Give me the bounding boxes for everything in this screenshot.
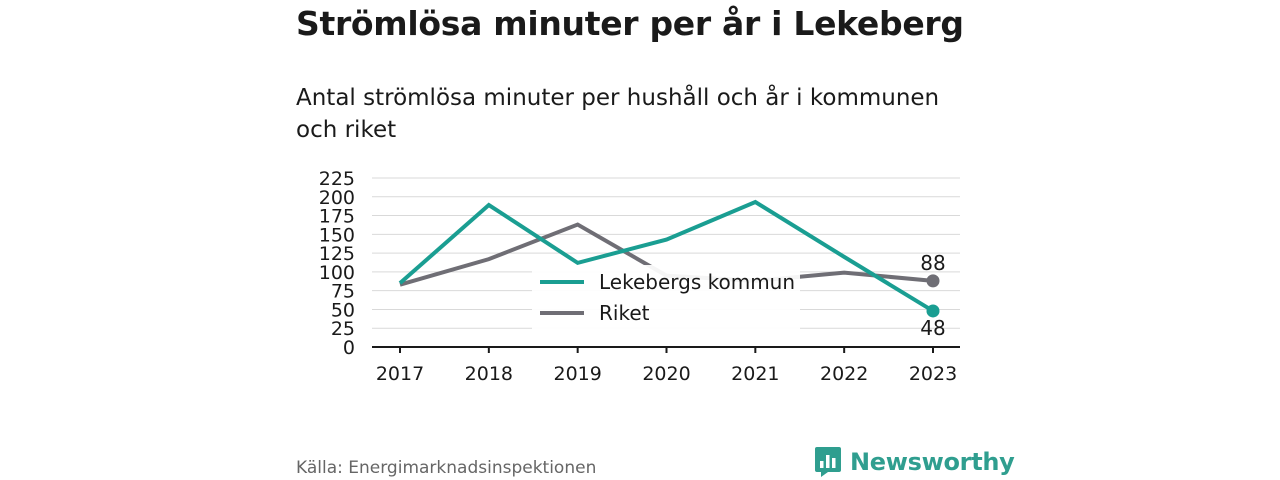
y-tick-label: 125 [319,243,355,265]
chart-subtitle: Antal strömlösa minuter per hushåll och … [296,85,940,143]
legend: Lekebergs kommun Riket [532,265,800,329]
series-line-lekebergs-kommun [398,199,935,313]
series-end-point [926,274,940,288]
y-tick-label: 75 [331,281,355,303]
newsworthy-logo-icon [815,447,841,477]
y-tick-label: 225 [319,168,355,190]
y-tick-label: 200 [319,187,355,209]
x-tick-label: 2019 [553,363,601,385]
x-axis-ticks: 2017 2018 2019 2020 2021 2022 2023 [376,347,957,385]
x-tick-label: 2022 [820,363,868,385]
x-tick-label: 2018 [465,363,513,385]
y-tick-label: 50 [331,299,355,321]
x-tick-label: 2017 [376,363,424,385]
brand-name: Newsworthy [850,448,1015,476]
y-tick-label: 0 [343,337,355,359]
legend-label: Riket [599,301,650,325]
end-labels: 48 88 [920,251,945,340]
y-tick-label: 150 [319,224,355,246]
brand-logo: Newsworthy [814,446,1015,478]
source-note: Källa: Energimarknadsinspektionen [296,458,597,478]
x-tick-label: 2020 [642,363,690,385]
y-tick-label: 100 [319,262,355,284]
legend-box [532,265,800,329]
y-tick-label: 175 [319,206,355,228]
series-end-point [926,304,940,318]
y-tick-label: 25 [331,318,355,340]
end-value-label: 88 [920,251,945,275]
chart-title: Strömlösa minuter per år i Lekeberg [296,4,964,43]
x-tick-label: 2021 [731,363,779,385]
legend-label: Lekebergs kommun [599,270,795,294]
end-value-label: 48 [920,316,945,340]
x-tick-label: 2023 [909,363,957,385]
